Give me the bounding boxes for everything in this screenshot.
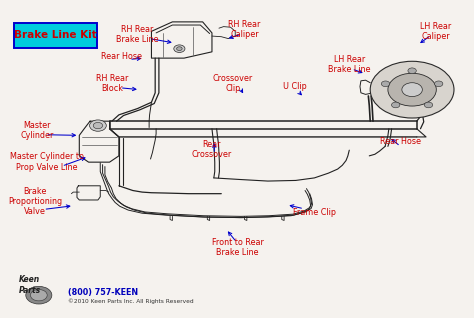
Text: Rear
Crossover: Rear Crossover bbox=[192, 140, 232, 159]
Circle shape bbox=[408, 68, 416, 73]
Text: Master
Cylinder: Master Cylinder bbox=[21, 121, 54, 140]
FancyBboxPatch shape bbox=[14, 23, 97, 48]
Circle shape bbox=[26, 286, 52, 304]
Text: Brake Line Kit: Brake Line Kit bbox=[14, 30, 97, 40]
Circle shape bbox=[435, 81, 443, 86]
Text: Rear Hose: Rear Hose bbox=[100, 52, 142, 61]
Circle shape bbox=[382, 81, 390, 86]
Text: Keen
Parts: Keen Parts bbox=[19, 275, 41, 295]
Circle shape bbox=[424, 102, 433, 108]
Text: LH Rear
Brake Line: LH Rear Brake Line bbox=[328, 55, 371, 74]
Text: (800) 757-KEEN: (800) 757-KEEN bbox=[68, 288, 138, 297]
Text: Rear Hose: Rear Hose bbox=[380, 137, 421, 146]
Circle shape bbox=[392, 102, 400, 108]
Text: Crossover
Clip: Crossover Clip bbox=[213, 74, 253, 93]
Text: RH Rear
Caliper: RH Rear Caliper bbox=[228, 20, 261, 39]
Text: RH Rear
Block: RH Rear Block bbox=[96, 74, 128, 93]
Text: Front to Rear
Brake Line: Front to Rear Brake Line bbox=[211, 238, 264, 257]
Text: Frame Clip: Frame Clip bbox=[293, 208, 336, 217]
Circle shape bbox=[370, 61, 454, 118]
Circle shape bbox=[93, 122, 102, 129]
Text: Brake
Proportioning
Valve: Brake Proportioning Valve bbox=[8, 187, 62, 217]
Text: LH Rear
Caliper: LH Rear Caliper bbox=[420, 22, 451, 41]
Text: RH Rear
Brake Line: RH Rear Brake Line bbox=[116, 25, 159, 44]
Circle shape bbox=[388, 73, 436, 106]
Circle shape bbox=[30, 289, 47, 301]
Text: ©2010 Keen Parts Inc. All Rights Reserved: ©2010 Keen Parts Inc. All Rights Reserve… bbox=[68, 299, 193, 304]
Text: U Clip: U Clip bbox=[283, 82, 307, 91]
Circle shape bbox=[177, 47, 182, 51]
Text: Master Cylinder to
Prop Valve Line: Master Cylinder to Prop Valve Line bbox=[10, 152, 84, 172]
Circle shape bbox=[402, 83, 422, 97]
Circle shape bbox=[174, 45, 185, 52]
Circle shape bbox=[90, 120, 106, 131]
